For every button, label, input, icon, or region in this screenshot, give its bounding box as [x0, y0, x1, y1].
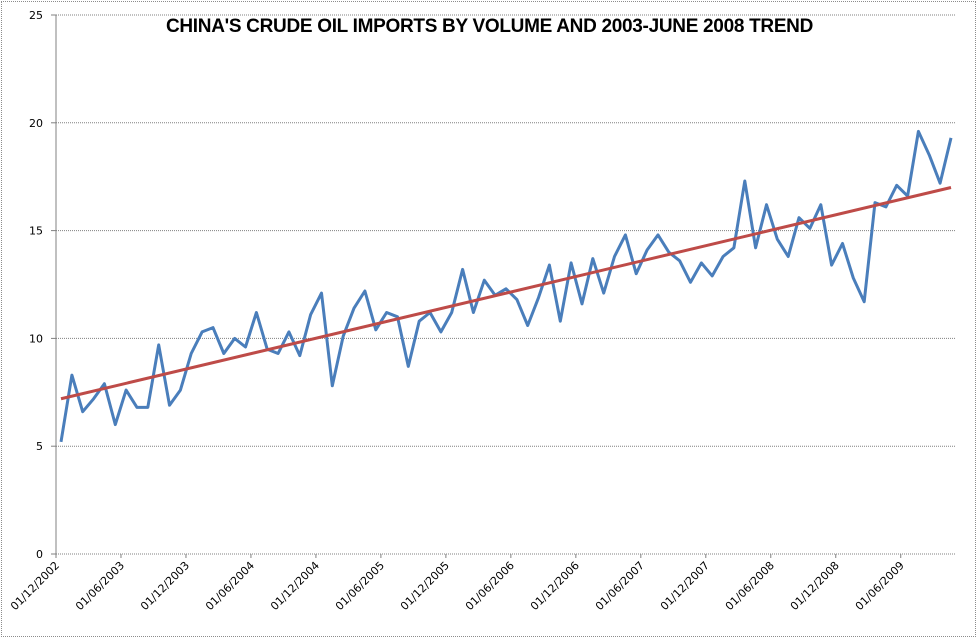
x-tick-label: 01/06/2005	[333, 559, 387, 613]
x-tick-label: 01/12/2006	[528, 559, 582, 613]
x-tick-label: 01/06/2007	[593, 559, 647, 613]
x-tick-label: 01/12/2002	[8, 559, 62, 613]
x-axis-ticks: 01/12/2002 01/06/2003 01/12/2003 01/06/2004…	[8, 554, 907, 613]
y-tick-label: 15	[29, 225, 43, 238]
x-tick-label: 01/06/2004	[203, 559, 257, 613]
y-axis-ticks: 0 5 10 15 20 25	[29, 9, 56, 561]
x-tick-label: 01/12/2008	[788, 559, 842, 613]
axes	[55, 15, 956, 558]
x-tick-label: 01/12/2005	[398, 559, 452, 613]
y-tick-label: 10	[29, 332, 43, 345]
x-tick-label: 01/06/2009	[853, 559, 907, 613]
x-tick-label: 01/06/2003	[73, 559, 127, 613]
y-tick-label: 0	[36, 548, 43, 561]
y-tick-label: 5	[36, 440, 43, 453]
x-tick-label: 01/12/2004	[268, 559, 322, 613]
x-tick-label: 01/06/2006	[463, 559, 517, 613]
imports-series-line	[59, 129, 953, 443]
y-tick-label: 25	[29, 9, 43, 22]
x-tick-label: 01/06/2008	[723, 559, 777, 613]
trend-line	[60, 186, 952, 401]
x-tick-label: 01/12/2007	[658, 559, 712, 613]
y-tick-label: 20	[29, 117, 43, 130]
gridlines	[56, 14, 956, 447]
chart-title: CHINA'S CRUDE OIL IMPORTS BY VOLUME AND …	[165, 16, 814, 37]
x-tick-label: 01/12/2003	[138, 559, 192, 613]
